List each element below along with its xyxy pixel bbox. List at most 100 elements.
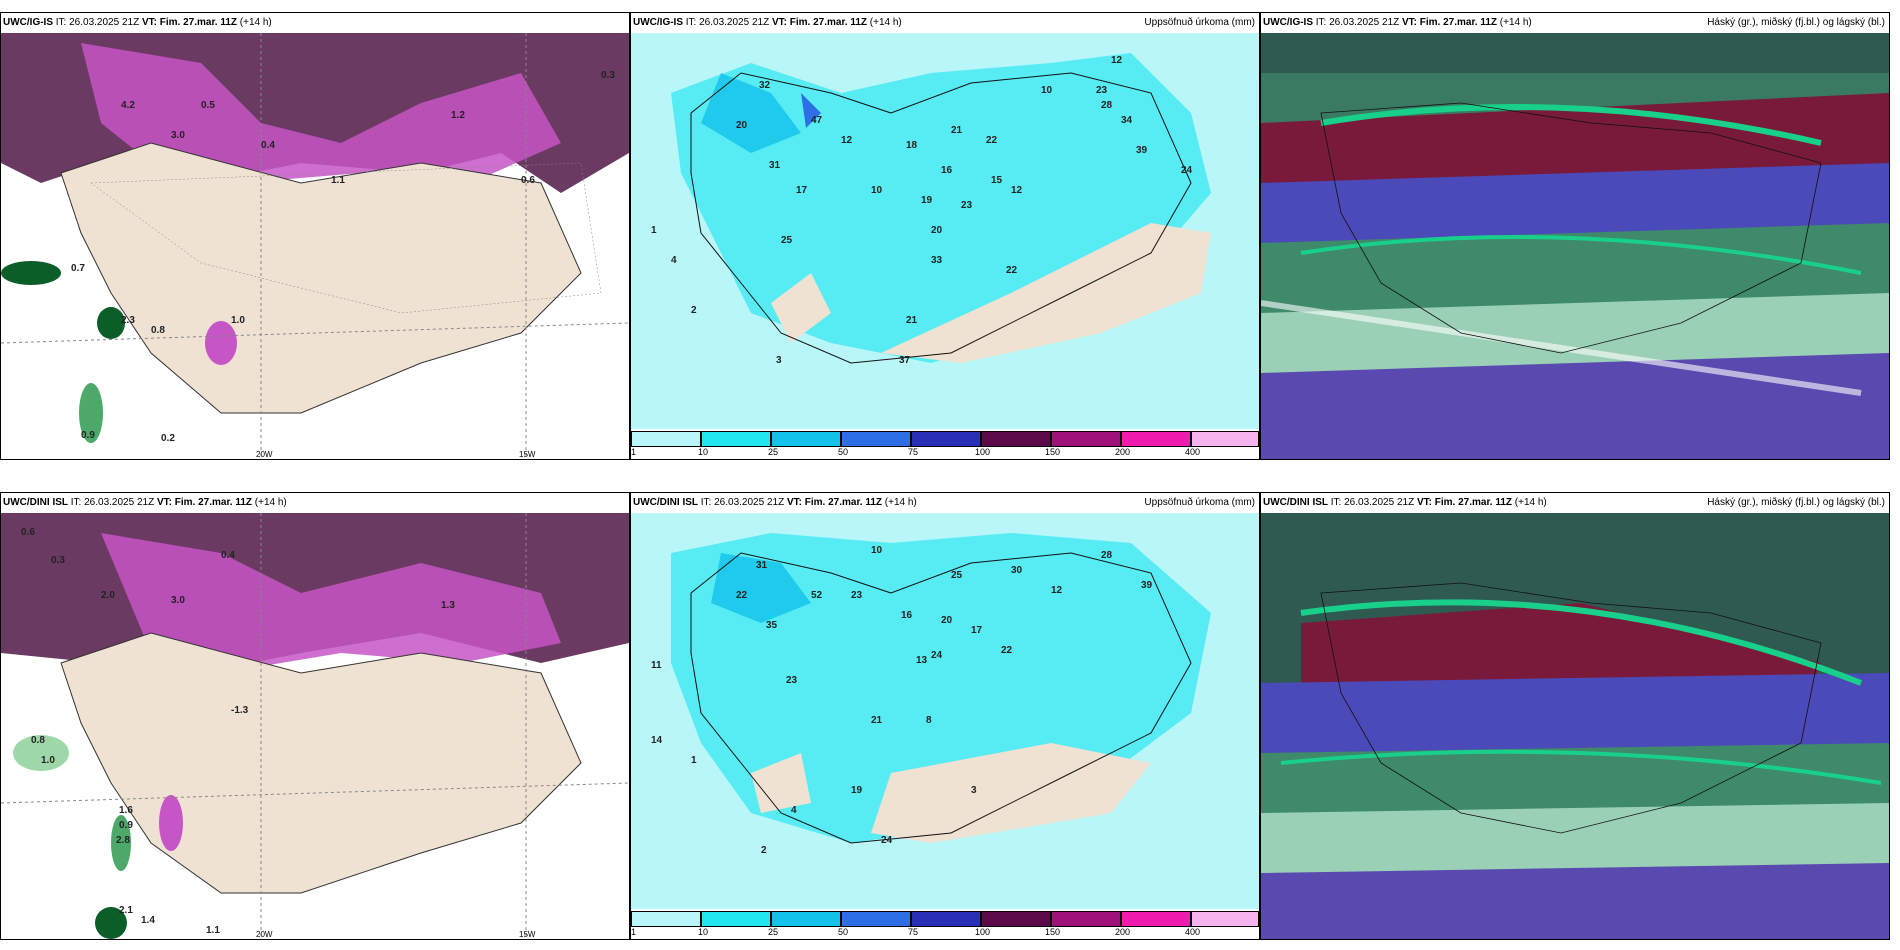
snow-panel-top: UWC/IG-IS IT: 26.03.2025 21Z VT: Fim. 27… xyxy=(0,12,630,460)
precip-value: 22 xyxy=(1001,645,1013,656)
legend-swatch xyxy=(701,911,771,927)
legend-swatch xyxy=(631,431,701,447)
legend-swatch xyxy=(841,911,911,927)
lon-label: 15W xyxy=(519,450,536,459)
precip-value: 22 xyxy=(986,135,998,146)
precip-value: 39 xyxy=(1136,145,1148,156)
precip-value: 19 xyxy=(851,785,863,796)
precip-value: 22 xyxy=(1006,265,1018,276)
panel-header: UWC/IG-IS IT: 26.03.2025 21Z VT: Fim. 27… xyxy=(633,17,902,28)
precip-value: 2 xyxy=(691,305,697,316)
precip-value: 12 xyxy=(1111,55,1123,66)
precip-value: 13 xyxy=(916,655,928,666)
precip-panel-top: UWC/IG-IS IT: 26.03.2025 21Z VT: Fim. 27… xyxy=(630,12,1260,460)
lon-label: 20W xyxy=(256,450,273,459)
precip-value: 8 xyxy=(926,715,932,726)
precip-legend: 1 10 25 50 75 100 150 200 400 xyxy=(631,429,1259,459)
precip-value: 23 xyxy=(851,590,863,601)
cloud-panel-top: UWC/IG-IS IT: 26.03.2025 21Z VT: Fim. 27… xyxy=(1260,12,1890,460)
precip-value: 32 xyxy=(759,80,771,91)
snow-value: 0.6 xyxy=(21,527,35,538)
precip-value: 39 xyxy=(1141,580,1153,591)
legend-swatch xyxy=(771,431,841,447)
snow-value: 1.1 xyxy=(331,175,345,186)
precip-value: 15 xyxy=(991,175,1003,186)
snow-value: 0.6 xyxy=(521,175,535,186)
snow-value: 1.3 xyxy=(441,600,455,611)
snow-value: 1.0 xyxy=(231,315,245,326)
precip-value: 23 xyxy=(1096,85,1108,96)
panel-header: UWC/IG-IS IT: 26.03.2025 21Z VT: Fim. 27… xyxy=(3,17,272,28)
precip-value: 20 xyxy=(941,615,953,626)
lon-label: 20W xyxy=(256,930,273,939)
precip-map: 32 47 20 31 17 25 12 10 18 16 21 22 19 2… xyxy=(631,33,1259,429)
legend-tick: 10 xyxy=(698,447,709,457)
cloud-title: Háský (gr.), miðský (fj.bl.) og lágský (… xyxy=(1707,17,1885,28)
snow-value: 3.0 xyxy=(171,595,185,606)
snow-map: 4.2 3.0 1.2 0.3 0.5 0.7 0.8 0.2 1.1 0.4 … xyxy=(1,33,629,459)
precip-value: 4 xyxy=(791,805,797,816)
legend-tick: 50 xyxy=(838,927,849,937)
precip-value: 28 xyxy=(1101,550,1113,561)
legend-tick: 1 xyxy=(631,927,637,937)
precip-value: 23 xyxy=(786,675,798,686)
precip-value: 21 xyxy=(871,715,883,726)
precip-title: Uppsöfnuð úrkoma (mm) xyxy=(1144,497,1255,508)
legend-swatch xyxy=(631,911,701,927)
legend-tick: 400 xyxy=(1185,927,1201,937)
precip-value: 4 xyxy=(671,255,677,266)
precip-value: 21 xyxy=(951,125,963,136)
legend-tick: 150 xyxy=(1045,927,1061,937)
legend-tick: 25 xyxy=(768,927,779,937)
snow-value: -1.3 xyxy=(231,705,249,716)
precip-value: 12 xyxy=(1011,185,1023,196)
cloud-title: Háský (gr.), miðský (fj.bl.) og lágský (… xyxy=(1707,497,1885,508)
snow-value: 4.2 xyxy=(121,100,135,111)
precip-value: 25 xyxy=(781,235,793,246)
precip-value: 28 xyxy=(1101,100,1113,111)
snow-value: 0.3 xyxy=(601,70,615,81)
precip-value: 37 xyxy=(899,355,911,366)
snow-panel-bottom: UWC/DINI ISL IT: 26.03.2025 21Z VT: Fim.… xyxy=(0,492,630,940)
snow-value: 0.4 xyxy=(221,550,235,561)
precip-value: 21 xyxy=(906,315,918,326)
precip-value: 23 xyxy=(961,200,973,211)
legend-swatch xyxy=(911,911,981,927)
precip-value: 17 xyxy=(796,185,808,196)
snow-value: 0.9 xyxy=(81,430,95,441)
legend-swatch xyxy=(771,911,841,927)
precip-value: 24 xyxy=(931,650,943,661)
legend-tick: 200 xyxy=(1115,447,1131,457)
legend-tick: 400 xyxy=(1185,447,1201,457)
legend-tick: 75 xyxy=(908,927,919,937)
precip-value: 17 xyxy=(971,625,983,636)
precip-value: 12 xyxy=(1051,585,1063,596)
precip-panel-bottom: UWC/DINI ISL IT: 26.03.2025 21Z VT: Fim.… xyxy=(630,492,1260,940)
snow-value: 0.9 xyxy=(119,820,133,831)
cloud-map xyxy=(1261,33,1889,459)
legend-swatch xyxy=(911,431,981,447)
snow-value: 0.5 xyxy=(201,100,215,111)
precip-value: 14 xyxy=(651,735,663,746)
precip-value: 2 xyxy=(761,845,767,856)
snow-value: 3.0 xyxy=(171,130,185,141)
cloud-panel-bottom: UWC/DINI ISL IT: 26.03.2025 21Z VT: Fim.… xyxy=(1260,492,1890,940)
legend-swatch xyxy=(1191,911,1259,927)
legend-tick: 1 xyxy=(631,447,637,457)
snow-value: 2.0 xyxy=(101,590,115,601)
legend-swatch xyxy=(1121,431,1191,447)
legend-tick: 200 xyxy=(1115,927,1131,937)
precip-value: 3 xyxy=(971,785,977,796)
precip-value: 18 xyxy=(906,140,918,151)
panel-header: UWC/DINI ISL IT: 26.03.2025 21Z VT: Fim.… xyxy=(633,497,917,508)
legend-tick: 75 xyxy=(908,447,919,457)
snow-value: 1.6 xyxy=(119,805,133,816)
precip-value: 10 xyxy=(1041,85,1053,96)
precip-value: 16 xyxy=(901,610,913,621)
legend-tick: 10 xyxy=(698,927,709,937)
precip-map: 31 52 22 35 23 23 16 20 24 17 25 13 22 2… xyxy=(631,513,1259,909)
legend-swatch xyxy=(841,431,911,447)
precip-value: 30 xyxy=(1011,565,1023,576)
snow-value: 1.4 xyxy=(141,915,155,926)
precip-value: 11 xyxy=(651,660,662,671)
